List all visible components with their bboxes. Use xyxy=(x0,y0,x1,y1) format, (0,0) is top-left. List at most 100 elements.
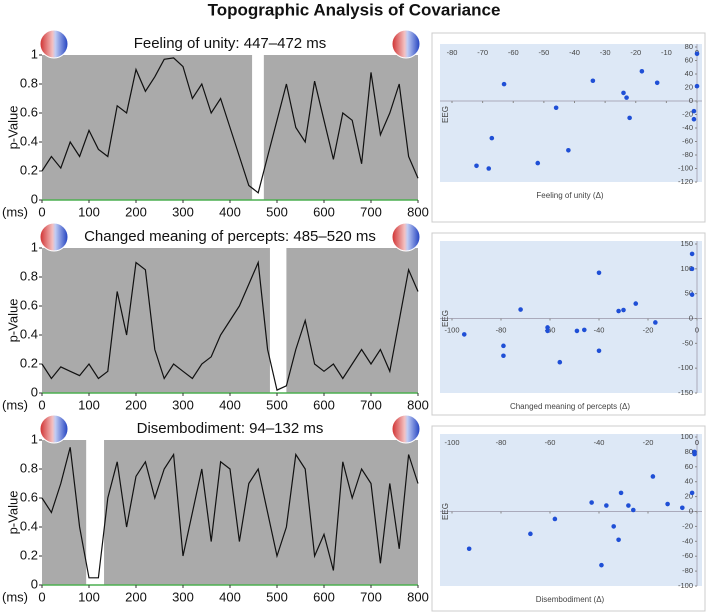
scatter-point xyxy=(633,301,639,306)
scatter-point xyxy=(650,474,656,479)
x-tick-label: 800 xyxy=(407,397,429,412)
y-axis-label: p-Value xyxy=(5,491,20,535)
scatter-point xyxy=(618,490,624,496)
y-tick-label: -20 xyxy=(682,521,693,530)
plot-area xyxy=(42,440,418,585)
x-tick-label: 500 xyxy=(266,204,288,219)
x-tick-label: 100 xyxy=(78,589,100,604)
y-tick-label: 1 xyxy=(31,46,38,61)
window-band xyxy=(269,248,287,393)
scatter-point xyxy=(466,546,472,552)
x-tick-label: -50 xyxy=(538,48,549,57)
scatter-point xyxy=(590,78,596,84)
x-tick-label: 400 xyxy=(219,204,241,219)
x-axis-label: Changed meaning of percepts (Δ) xyxy=(510,402,630,411)
x-tick-label: 800 xyxy=(407,204,429,219)
y-tick-label: 1 xyxy=(31,239,38,254)
x-tick-label: 300 xyxy=(172,589,194,604)
scatter-point xyxy=(557,359,563,365)
scatter-point xyxy=(489,135,495,141)
y-tick-label: 100 xyxy=(680,432,693,441)
y-tick-label: 50 xyxy=(685,289,693,298)
plot-area xyxy=(440,434,702,586)
scatter-point xyxy=(692,451,697,457)
scatter-point xyxy=(689,251,695,257)
scatter-point xyxy=(501,353,506,359)
y-tick-label: 0 xyxy=(31,576,38,591)
y-tick-label: 60 xyxy=(685,462,693,471)
x-tick-label: -80 xyxy=(496,438,507,447)
y-tick-label: 0.2 xyxy=(20,547,38,562)
x-tick-label: -70 xyxy=(477,48,488,57)
y-tick-label: 0.4 xyxy=(20,133,38,148)
x-tick-label: -20 xyxy=(643,325,654,334)
x-tick-label: 0 xyxy=(695,438,699,447)
topo-map xyxy=(391,222,421,252)
x-tick-label: -60 xyxy=(545,438,556,447)
y-tick-label: 0.2 xyxy=(20,355,38,370)
scatter-point xyxy=(691,116,697,122)
plot-area xyxy=(440,44,702,182)
y-tick-label: 0.8 xyxy=(20,460,38,475)
scatter-point xyxy=(654,80,660,86)
scatter-point xyxy=(596,348,602,354)
x-tick-label: -40 xyxy=(594,438,605,447)
scatter-point xyxy=(501,343,506,349)
x-axis-label: (ms) xyxy=(2,589,28,604)
x-tick-label: 400 xyxy=(219,589,241,604)
y-tick-label: 0.6 xyxy=(20,297,38,312)
scatter-point xyxy=(694,51,700,57)
scatter-point xyxy=(616,308,621,314)
x-tick-label: 700 xyxy=(360,204,382,219)
topo-map xyxy=(391,414,421,444)
topo-map xyxy=(39,414,69,444)
x-tick-label: -10 xyxy=(661,48,672,57)
y-axis-label: EEG xyxy=(441,106,450,123)
y-tick-label: -80 xyxy=(682,566,693,575)
y-tick-label: 80 xyxy=(685,42,693,51)
scatter-point xyxy=(665,501,670,507)
topo-map xyxy=(39,222,69,252)
y-tick-label: 0.8 xyxy=(20,75,38,90)
x-tick-label: 100 xyxy=(78,397,100,412)
y-tick-label: 0.6 xyxy=(20,104,38,119)
x-tick-label: 200 xyxy=(125,204,147,219)
y-axis-label: p-Value xyxy=(5,299,20,343)
window-band xyxy=(86,440,105,585)
y-tick-label: -100 xyxy=(678,581,693,590)
x-tick-label: 500 xyxy=(266,589,288,604)
y-tick-label: -60 xyxy=(682,551,693,560)
scatter-point xyxy=(553,105,559,111)
y-tick-label: 0 xyxy=(689,96,693,105)
scatter-point xyxy=(566,147,571,153)
x-tick-label: 400 xyxy=(219,397,241,412)
scatter-point xyxy=(653,320,658,325)
x-tick-label: -60 xyxy=(545,325,556,334)
scatter-point xyxy=(474,163,479,169)
scatter-point xyxy=(616,537,621,543)
scatter-point xyxy=(582,327,587,333)
y-tick-label: 0.4 xyxy=(20,326,38,341)
x-tick-label: -100 xyxy=(444,438,459,447)
p-value-line xyxy=(41,57,419,194)
x-tick-label: -80 xyxy=(496,325,507,334)
x-tick-label: 600 xyxy=(313,204,335,219)
scatter-point xyxy=(486,166,492,171)
scatter-point xyxy=(528,531,533,537)
x-axis-label: Feeling of unity (Δ) xyxy=(536,191,603,200)
scatter-point xyxy=(599,562,604,568)
y-tick-label: 100 xyxy=(680,264,693,273)
panel-title: Disembodiment: 94–132 ms xyxy=(137,420,324,437)
y-tick-label: 20 xyxy=(685,492,693,501)
panel-title: Feeling of unity: 447–472 ms xyxy=(134,35,327,52)
panel-title: Changed meaning of percepts: 485–520 ms xyxy=(84,228,376,245)
x-axis-label: Disembodiment (Δ) xyxy=(536,595,605,604)
scatter-point xyxy=(545,325,550,330)
x-tick-label: 300 xyxy=(172,397,194,412)
scatter-point xyxy=(691,108,697,114)
x-tick-label: 700 xyxy=(360,589,382,604)
x-tick-label: 0 xyxy=(38,397,45,412)
scatter-point xyxy=(627,115,632,121)
x-tick-label: 200 xyxy=(125,397,147,412)
